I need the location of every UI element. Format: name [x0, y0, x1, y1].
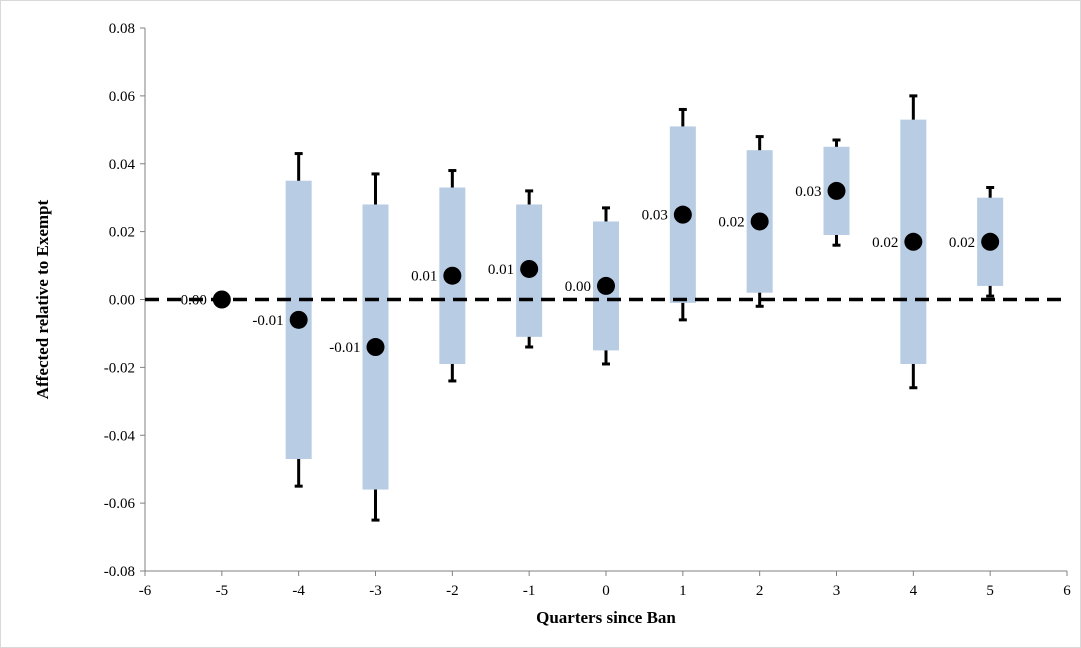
x-tick-label: -1 — [523, 583, 536, 599]
data-label: 0.03 — [795, 184, 821, 200]
x-tick-label: -6 — [139, 583, 152, 599]
data-point — [750, 212, 769, 231]
y-tick-label: 0.04 — [109, 157, 136, 173]
data-point — [904, 232, 923, 251]
y-tick-label: -0.04 — [104, 428, 136, 444]
data-point — [827, 181, 846, 200]
y-tick-label: 0.06 — [109, 89, 136, 105]
data-point — [366, 338, 385, 357]
x-tick-label: 0 — [602, 583, 610, 599]
data-point — [520, 259, 539, 278]
y-tick-label: -0.08 — [104, 564, 135, 580]
data-label: 0.03 — [642, 208, 668, 224]
x-tick-label: 5 — [986, 583, 994, 599]
x-axis-title: Quarters since Ban — [536, 608, 676, 627]
y-tick-label: 0.00 — [109, 293, 135, 309]
data-label: 0.01 — [488, 262, 514, 278]
x-tick-label: -3 — [369, 583, 382, 599]
data-point — [981, 232, 1000, 251]
data-label: 0.02 — [949, 235, 975, 251]
y-tick-label: 0.02 — [109, 225, 135, 241]
x-tick-label: 3 — [833, 583, 841, 599]
plot-area: -0.08 -0.06 -0.04 -0.02 0.00 0.02 0.04 0.06 0.08… — [104, 21, 1072, 599]
data-label: 0.01 — [411, 269, 437, 285]
data-label: -0.01 — [252, 313, 283, 329]
data-label: 0.02 — [718, 214, 744, 230]
y-tick-label: -0.02 — [104, 360, 135, 376]
y-tick-label: -0.06 — [104, 496, 136, 512]
data-label: 0.00 — [565, 279, 591, 295]
x-tick-label: 4 — [910, 583, 918, 599]
x-tick-label: 2 — [756, 583, 764, 599]
data-point — [212, 290, 231, 309]
x-tick-label: -4 — [292, 583, 305, 599]
data-point — [673, 205, 692, 224]
y-tick-label: 0.08 — [109, 21, 135, 37]
x-tick-label: 1 — [679, 583, 687, 599]
x-tick-label: -2 — [446, 583, 459, 599]
y-axis-title: Affected relative to Exempt — [33, 199, 52, 399]
x-tick-label: 6 — [1063, 583, 1071, 599]
data-label: -0.01 — [329, 340, 360, 356]
x-tick-label: -5 — [216, 583, 229, 599]
data-label: 0.02 — [872, 235, 898, 251]
data-point — [289, 310, 308, 329]
data-point — [443, 266, 462, 285]
data-point — [597, 276, 615, 295]
data-label: 0.00 — [181, 293, 207, 309]
